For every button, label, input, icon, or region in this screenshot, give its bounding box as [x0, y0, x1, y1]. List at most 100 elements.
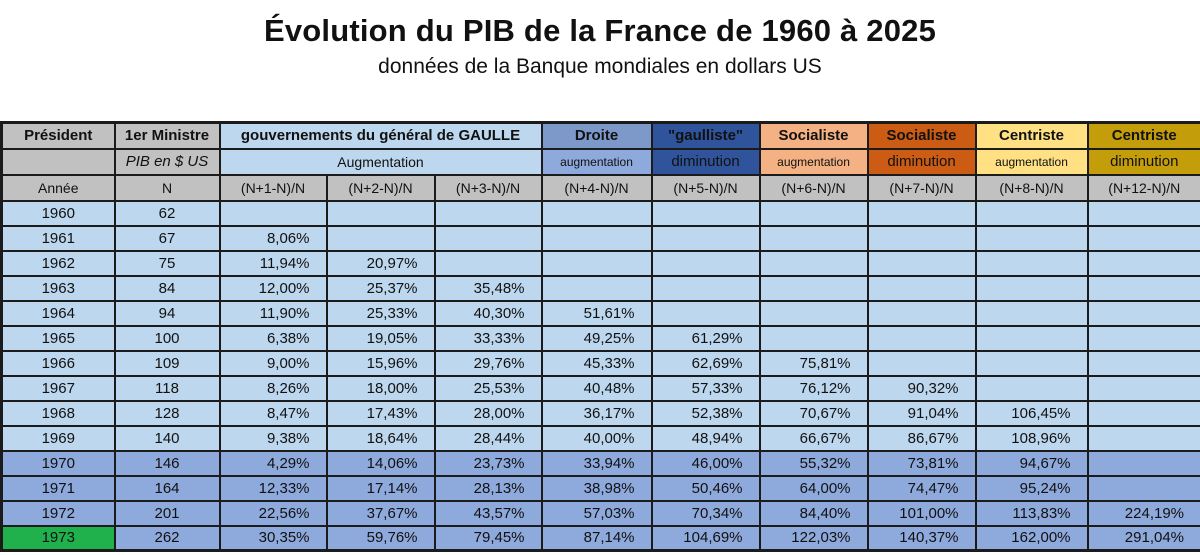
- pct-cell: 76,12%: [758, 374, 869, 402]
- pct-cell: 79,45%: [433, 524, 543, 552]
- header-premier-ministre: 1er Ministre: [113, 121, 221, 150]
- table-header: Président 1er Ministre gouvernements du gé…: [0, 121, 1200, 202]
- pib-value-cell: 118: [113, 374, 221, 402]
- header-empty: [0, 147, 116, 176]
- pct-cell: 94,67%: [974, 449, 1089, 477]
- pct-cell: 25,33%: [325, 299, 436, 327]
- pct-cell: 17,14%: [325, 474, 436, 502]
- table-row-1962: 1962 75 11,94% 20,97%: [0, 249, 1200, 277]
- pct-cell: 40,48%: [540, 374, 653, 402]
- table-row-1961: 1961 67 8,06%: [0, 224, 1200, 252]
- pct-cell: [325, 224, 436, 252]
- pct-cell: 57,33%: [650, 374, 761, 402]
- pct-cell: 122,03%: [758, 524, 869, 552]
- pct-cell: 4,29%: [218, 449, 328, 477]
- pct-cell: 11,94%: [218, 249, 328, 277]
- header-socialiste-diminution: Socialiste: [866, 121, 977, 150]
- pct-cell: 28,44%: [433, 424, 543, 452]
- pct-cell: [758, 224, 869, 252]
- pct-cell: [540, 274, 653, 302]
- pct-cell: [758, 299, 869, 327]
- year-cell: 1961: [0, 224, 116, 252]
- header-centriste-augmentation: Centriste: [974, 121, 1089, 150]
- year-cell: 1960: [0, 199, 116, 227]
- pct-cell: [866, 324, 977, 352]
- pib-value-cell: 128: [113, 399, 221, 427]
- header-gaulliste: "gaulliste": [650, 121, 761, 150]
- pct-cell: [218, 199, 328, 227]
- pct-cell: 95,24%: [974, 474, 1089, 502]
- year-cell: 1963: [0, 274, 116, 302]
- pct-cell: 59,76%: [325, 524, 436, 552]
- header-row1: Président 1er Ministre gouvernements du gé…: [0, 121, 1200, 150]
- page-title: Évolution du PIB de la France de 1960 à …: [263, 13, 937, 48]
- pct-cell: 33,94%: [540, 449, 653, 477]
- pct-cell: 43,57%: [433, 499, 543, 527]
- formula-header-1: N: [113, 173, 221, 202]
- pct-cell: 22,56%: [218, 499, 328, 527]
- pct-cell: 49,25%: [540, 324, 653, 352]
- pct-cell: 23,73%: [433, 449, 543, 477]
- formula-header-7: (N+6-N)/N: [758, 173, 869, 202]
- table-row-1973: 1973 262 30,35% 59,76% 79,45% 87,14% 104,69% 12…: [0, 524, 1200, 552]
- pct-cell: 75,81%: [758, 349, 869, 377]
- pib-table-wrap: Président 1er Ministre gouvernements du gé…: [0, 121, 1200, 552]
- pct-cell: 104,69%: [650, 524, 761, 552]
- pct-cell: 70,67%: [758, 399, 869, 427]
- pct-cell: [974, 349, 1089, 377]
- pct-cell: 45,33%: [540, 349, 653, 377]
- formula-header-0: Année: [0, 173, 116, 202]
- formula-header-2: (N+1-N)/N: [218, 173, 328, 202]
- pib-value-cell: 140: [113, 424, 221, 452]
- pct-cell: [433, 224, 543, 252]
- pib-value-cell: 67: [113, 224, 221, 252]
- pct-cell: [1086, 249, 1200, 277]
- pct-cell: [650, 224, 761, 252]
- header-president: Président: [0, 121, 116, 150]
- pct-cell: [1086, 199, 1200, 227]
- table-row-1971: 1971 164 12,33% 17,14% 28,13% 38,98% 50,46% 64,…: [0, 474, 1200, 502]
- pct-cell: 20,97%: [325, 249, 436, 277]
- pct-cell: 18,64%: [325, 424, 436, 452]
- pib-value-cell: 62: [113, 199, 221, 227]
- pct-cell: [650, 274, 761, 302]
- pct-cell: 28,13%: [433, 474, 543, 502]
- pct-cell: [1086, 324, 1200, 352]
- formula-header-6: (N+5-N)/N: [650, 173, 761, 202]
- pct-cell: 28,00%: [433, 399, 543, 427]
- pct-cell: 291,04%: [1086, 524, 1200, 552]
- pct-cell: [1086, 474, 1200, 502]
- pib-value-cell: 94: [113, 299, 221, 327]
- pct-cell: [974, 249, 1089, 277]
- pct-cell: [758, 249, 869, 277]
- pct-cell: 66,67%: [758, 424, 869, 452]
- pct-cell: 48,94%: [650, 424, 761, 452]
- header-augmentation-centriste: augmentation: [974, 147, 1089, 176]
- pct-cell: [650, 299, 761, 327]
- pct-cell: 101,00%: [866, 499, 977, 527]
- header-diminution-gaulliste: diminution: [650, 147, 761, 176]
- pct-cell: 35,48%: [433, 274, 543, 302]
- pct-cell: 64,00%: [758, 474, 869, 502]
- header-diminution-centriste: diminution: [1086, 147, 1200, 176]
- pib-value-cell: 164: [113, 474, 221, 502]
- pib-value-cell: 109: [113, 349, 221, 377]
- pct-cell: 25,53%: [433, 374, 543, 402]
- table-row-1969: 1969 140 9,38% 18,64% 28,44% 40,00% 48,94% 66,6…: [0, 424, 1200, 452]
- header-socialiste-augmentation: Socialiste: [758, 121, 869, 150]
- pct-cell: [1086, 274, 1200, 302]
- pct-cell: 17,43%: [325, 399, 436, 427]
- pct-cell: [433, 199, 543, 227]
- header-augmentation-droite: augmentation: [540, 147, 653, 176]
- table-body: 1960 62 1961 67 8,06% 1962 75 11,94% 20,97% 1963 8…: [0, 199, 1200, 552]
- table-row-1966: 1966 109 9,00% 15,96% 29,76% 45,33% 62,69% 75,8…: [0, 349, 1200, 377]
- formula-header-9: (N+8-N)/N: [974, 173, 1089, 202]
- pct-cell: [866, 349, 977, 377]
- header-augmentation-socialiste: augmentation: [758, 147, 869, 176]
- pct-cell: [650, 199, 761, 227]
- pct-cell: [974, 199, 1089, 227]
- pct-cell: 29,76%: [433, 349, 543, 377]
- pct-cell: 224,19%: [1086, 499, 1200, 527]
- pct-cell: 8,26%: [218, 374, 328, 402]
- table-row-1963: 1963 84 12,00% 25,37% 35,48%: [0, 274, 1200, 302]
